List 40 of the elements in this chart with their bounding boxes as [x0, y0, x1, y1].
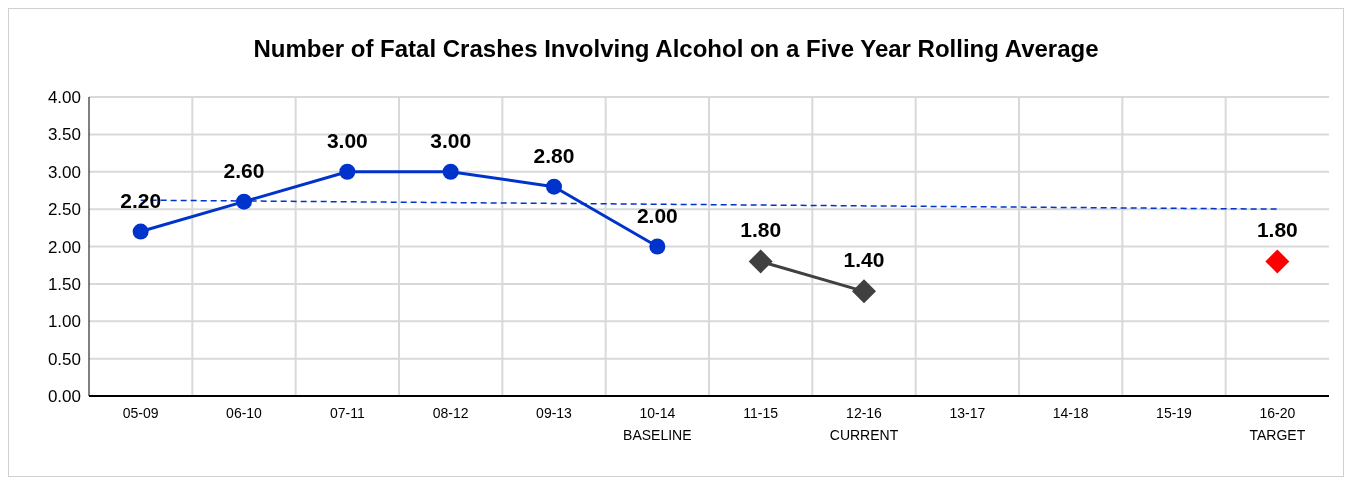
data-label: 2.60	[223, 158, 265, 182]
data-label: 2.80	[533, 143, 575, 167]
data-label: 2.00	[636, 203, 678, 227]
y-tick-label: 4.00	[47, 88, 81, 108]
point	[236, 193, 252, 210]
x-tick-label: 10-14 BASELINE	[623, 405, 692, 443]
x-tick-label: 05-09	[122, 405, 159, 421]
x-tick-label: 07-11	[329, 405, 365, 421]
y-tick-label: 0.50	[47, 349, 81, 369]
point	[546, 178, 562, 195]
point	[748, 249, 773, 274]
chart-title: Number of Fatal Crashes Involving Alcohol on a Five Year Rolling Average	[252, 35, 1100, 63]
point	[442, 163, 459, 180]
data-label: 1.40	[843, 248, 885, 272]
x-tick-label: 15-19	[1156, 405, 1193, 421]
y-tick-label: 2.50	[47, 200, 81, 220]
x-tick-label: 12-16 CURRENT	[829, 405, 899, 443]
x-tick-label: 09-13	[536, 405, 573, 421]
data-label: 1.80	[740, 218, 782, 242]
y-tick-label: 0.00	[47, 387, 81, 407]
y-tick-label: 3.50	[47, 125, 81, 145]
x-tick-label: 13-17	[949, 405, 986, 421]
point	[649, 238, 666, 255]
data-label: 1.80	[1256, 218, 1298, 242]
x-tick-label: 06-10	[226, 405, 263, 421]
x-tick-label: 16-20 TARGET	[1249, 405, 1306, 443]
x-tick-label: 14-18	[1052, 405, 1089, 421]
point	[852, 279, 876, 304]
x-tick-label: 08-12	[432, 405, 469, 421]
y-tick-label: 1.00	[47, 312, 81, 332]
y-tick-label: 1.50	[47, 274, 81, 294]
y-tick-label: 3.00	[47, 162, 81, 182]
data-label: 3.00	[326, 128, 368, 152]
data-label: 2.20	[120, 188, 162, 212]
y-tick-label: 2.00	[47, 237, 81, 257]
data-label: 3.00	[430, 128, 472, 152]
point	[339, 163, 356, 180]
x-tick-label: 11-15	[743, 405, 779, 421]
point	[1265, 249, 1290, 274]
point	[132, 223, 149, 240]
